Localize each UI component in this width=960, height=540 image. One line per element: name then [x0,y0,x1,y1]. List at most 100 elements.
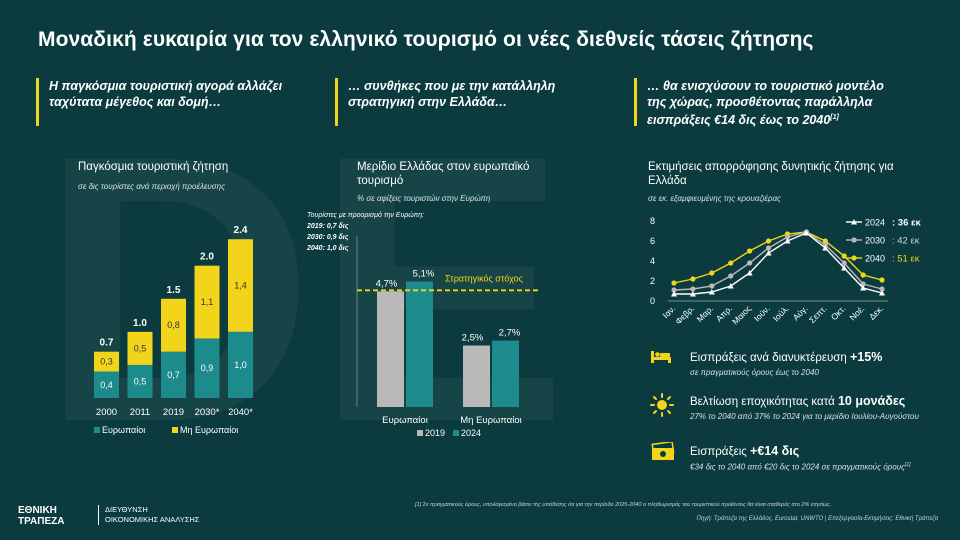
legend-label-0: 2019 [425,428,445,438]
chart3-title: Εκτιμήσεις απορρόφησης δυνητικής ζήτησης… [648,161,894,187]
point-2040-9 [841,253,847,259]
kpi-2: Βελτίωση εποχικότητας κατά 10 μονάδες 27… [690,394,919,421]
point-2024-8 [822,245,829,251]
bar-2024-1 [492,340,519,407]
chart1-svg: 0,4 0,3 0.7 2000 0,5 0,5 1.0 2011 0,7 0,8 1.5 2019 0… [94,225,253,435]
legend-total-0: : 36 εκ [892,218,922,229]
point-2030-0 [671,287,677,293]
label-noneuropeans-0: 0,3 [100,357,113,367]
bar-noneuropeans-3 [194,265,220,339]
xtick-6: Ιούλ. [771,303,791,323]
point-2024-6 [784,238,791,244]
chart2-subtitle: % σε αφίξεις τουριστών στην Ευρώπη [357,194,491,203]
point-2040-5 [765,238,772,244]
bar-2019-0 [377,291,404,407]
line-2040 [673,231,883,284]
legend-label-0: Ευρωπαίοι [102,425,145,435]
point-2040-4 [747,248,753,254]
logo: ΕΘΝΙΚΗ ΤΡΑΠΕΖΑ [18,505,65,527]
xtick-1: Φεβρ. [673,303,696,326]
chart2-title: Μερίδιο Ελλάδας στον ευρωπαϊκό τουρισμό [357,161,530,187]
line-2030 [673,231,883,291]
xtick-7: Αύγ. [791,303,810,322]
legend-label-1: Μη Ευρωπαίοι [180,425,238,435]
point-2024-2 [708,289,715,295]
ytick-3: 6 [650,236,655,246]
label-noneuropeans-4: 1,4 [234,281,247,291]
ytick-2: 4 [650,256,655,266]
point-2030-6 [784,234,791,240]
label-europeans-2: 0,7 [167,370,180,380]
legend-total-1: : 42 εκ [892,236,920,247]
bar-europeans-2 [161,351,186,398]
page-title: Μοναδική ευκαιρία για τον ελληνικό τουρι… [38,28,814,51]
legend-label-1: 2030 [865,236,885,246]
point-2024-9 [841,265,848,271]
point-2030-1 [690,286,696,292]
label-noneuropeans-1: 0,5 [134,343,147,353]
department-label: ΔΙΕΥΘΥΝΣΗ ΟΙΚΟΝΟΜΙΚΗΣ ΑΝΑΛΥΣΗΣ [98,505,199,525]
note-line-1: 2019: 0,7 δις [306,223,349,230]
point-2024-0 [671,291,677,297]
legend-marker-0 [851,219,857,225]
point-2040-11 [879,277,885,283]
point-2040-10 [860,272,866,278]
ytick-0: 0 [650,296,655,306]
label-europeans-3: 0,9 [201,363,214,373]
bar-europeans-3 [194,338,220,398]
xtick-1: Μη Ευρωπαίοι [460,415,521,426]
label-europeans-4: 1,0 [234,360,247,370]
legend-swatch-0 [94,427,100,433]
point-2030-9 [841,260,847,266]
legend-marker-1 [851,237,857,243]
xtick-0: Ευρωπαίοι [382,415,428,426]
point-2040-0 [671,280,677,286]
xtick-8: Σεπτ. [807,303,829,325]
legend-swatch-1 [172,427,178,433]
label-europeans-1: 0,5 [134,376,147,386]
legend-label-1: 2024 [461,428,481,438]
xtick-10: Νοέ. [847,303,866,322]
chart1-subtitle: σε δις τουρίστες ανά περιοχή προέλευσης [78,182,225,191]
bar-europeans-4 [228,331,253,398]
label-total-1: 1.0 [133,318,147,329]
label-total-0: 0.7 [100,338,114,349]
source-note: Πηγή: Τράπεζα της Ελλάδος, Eurostat, UNW… [696,516,938,522]
xtick-4: Μαιος [730,303,753,326]
kpi-1: Εισπράξεις ανά διανυκτέρευση +15% σε πρα… [690,350,883,377]
label-2019-0: 4,7% [376,278,398,289]
point-2030-11 [879,286,885,292]
kpi-3: Εισπράξεις +€14 δις €34 δις το 2040 από … [690,444,911,472]
note-line-2: 2030: 0,9 δις [306,234,349,241]
label-noneuropeans-3: 1,1 [201,297,214,307]
point-2040-2 [709,270,715,276]
legend-total-2: : 51 εκ [892,254,920,265]
point-2030-3 [728,273,734,279]
label-total-3: 2.0 [200,252,214,263]
target-label: Στρατηγικός στόχος [445,273,524,283]
label-total-2: 1.5 [167,285,181,296]
bar-noneuropeans-4 [228,239,253,332]
label-2024-1: 2,7% [499,328,521,339]
legend-label-0: 2024 [865,218,885,228]
xtick-0: 2000 [96,407,117,418]
panel-header-1: Η παγκόσμια τουριστική αγορά αλλάζει ταχ… [36,78,299,126]
point-2024-10 [860,285,867,291]
panel-header-3: … θα ενισχύσουν το τουριστικό μοντέλο τη… [634,78,897,127]
xtick-3: 2030* [195,407,220,418]
point-2024-11 [879,290,885,296]
chart3-subtitle: σε εκ. εξαμφιευμένης της κρουαζιέρας [648,194,781,203]
chart2-svg: Τουρίστες με προορισμό την Ευρώπη: 2019: … [306,211,539,438]
bar-noneuropeans-2 [161,298,186,352]
point-2030-4 [747,260,753,266]
bar-noneuropeans-1 [127,331,153,365]
sun-icon [650,393,674,417]
legend-marker-2 [851,255,857,261]
point-2030-2 [709,283,715,289]
xtick-11: Δεκ. [867,303,885,321]
note-line-0: Τουρίστες με προορισμό την Ευρώπη: [307,211,424,219]
legend-label-2: 2040 [865,254,885,264]
point-2024-5 [765,250,772,256]
bar-europeans-0 [94,371,119,398]
